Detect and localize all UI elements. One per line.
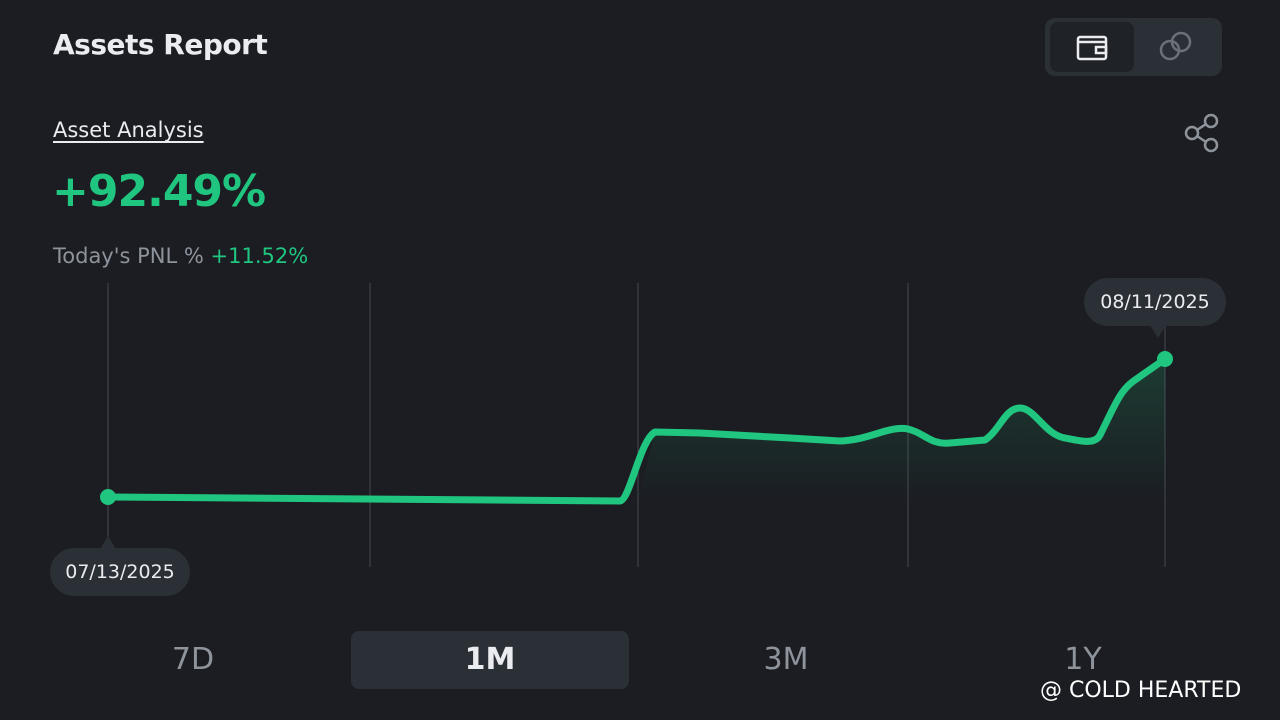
range-tab[interactable]: 1Y [1064,642,1102,677]
end-date: 08/11/2025 [1084,278,1226,326]
watermark: @ COLD HEARTED [1040,678,1242,703]
range-tab[interactable]: 1M [351,631,629,689]
start-date: 07/13/2025 [50,548,190,596]
analysis-link[interactable]: Asset Analysis [53,118,204,142]
line [104,355,1169,505]
toggle-icons [1076,31,1192,61]
total-pnl: +92.49% [52,166,266,217]
today-pnl: Today's PNL % +11.52% [53,244,308,268]
pnl-value: +11.52% [210,244,309,268]
share-icon[interactable] [1184,113,1219,153]
end-point [1157,351,1173,367]
wallet-icon [1076,35,1108,61]
pnl-label: Today's PNL % [53,244,204,268]
range-tabs: 7D 1M 3M 1Y [50,631,1230,689]
range-tab[interactable]: 3M [763,642,809,677]
wallet-button[interactable] [1050,22,1134,72]
tip-pointer [1150,325,1166,338]
link-icon[interactable] [1159,31,1192,61]
range-tab[interactable]: 7D [171,642,215,677]
tip-pointer [100,536,116,549]
start-point [100,489,116,505]
title: Assets Report [53,28,268,61]
